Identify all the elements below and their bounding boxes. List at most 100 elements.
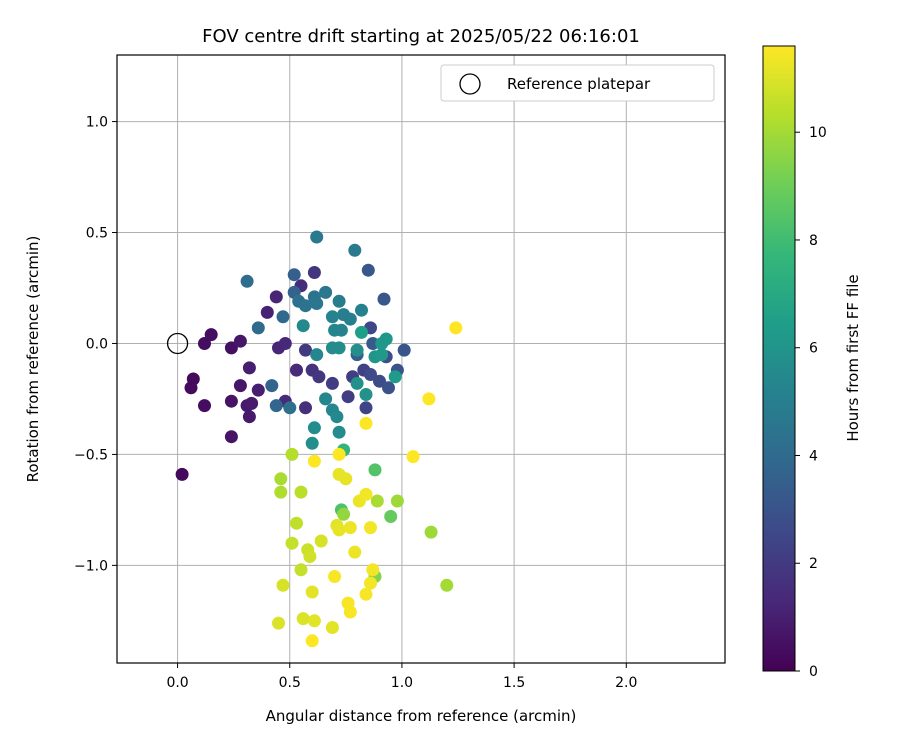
data-point: [287, 268, 301, 282]
data-point: [269, 290, 283, 304]
x-axis-label: Angular distance from reference (arcmin): [266, 707, 577, 725]
data-point: [373, 374, 386, 388]
data-point: [397, 343, 411, 357]
legend-box: [440, 64, 715, 102]
data-point: [303, 550, 317, 563]
data-point: [285, 536, 299, 550]
colorbar: 0 2 4 6 8 10 Hours from first FF file: [762, 45, 862, 680]
data-point: [312, 370, 326, 384]
data-point: [366, 337, 380, 350]
data-point: [240, 274, 254, 288]
data-point: [359, 401, 373, 415]
data-point: [440, 578, 454, 592]
data-point: [332, 341, 346, 355]
data-point: [260, 305, 274, 319]
data-point: [307, 454, 321, 468]
data-point: [364, 576, 377, 590]
data-point: [294, 563, 308, 577]
data-point: [325, 310, 339, 324]
data-point: [224, 341, 238, 355]
data-point: [307, 266, 321, 279]
data-point: [332, 523, 346, 537]
data-point: [251, 383, 265, 397]
data-point: [348, 545, 362, 559]
grid: [117, 55, 725, 663]
x-tick-label: 0.0: [166, 675, 188, 691]
data-point: [175, 467, 189, 481]
data-point: [305, 634, 319, 648]
data-point: [233, 379, 247, 393]
data-point: [424, 525, 438, 539]
y-axis-ticks: −1.0 −0.5 0.0 0.5 1.0: [74, 115, 117, 574]
colorbar-tick-label: 0: [809, 664, 818, 680]
data-point: [319, 392, 333, 406]
data-point: [198, 399, 211, 413]
legend-label: Reference platepar: [507, 75, 651, 93]
data-point: [296, 319, 310, 333]
data-points: [175, 230, 463, 648]
data-point: [204, 328, 218, 342]
x-tick-label: 0.5: [279, 675, 301, 691]
x-tick-label: 2.0: [615, 675, 637, 691]
data-point: [359, 416, 373, 430]
data-point: [330, 410, 344, 424]
data-point: [305, 436, 319, 450]
data-point: [325, 376, 339, 390]
data-point: [310, 297, 324, 310]
data-point: [272, 616, 285, 630]
data-point: [224, 430, 238, 444]
data-point: [325, 621, 339, 634]
data-point: [307, 421, 321, 435]
data-point: [332, 294, 346, 308]
data-point: [348, 243, 362, 257]
data-point: [332, 447, 346, 461]
data-point: [269, 399, 283, 413]
data-point: [422, 392, 436, 406]
y-tick-label: 0.0: [86, 336, 108, 352]
colorbar-tick-label: 8: [809, 233, 818, 249]
colorbar-ticks: 0 2 4 6 8 10: [795, 125, 827, 680]
data-point: [375, 348, 389, 362]
colorbar-tick-label: 6: [809, 341, 818, 357]
data-point: [364, 368, 377, 381]
data-point: [339, 472, 353, 486]
data-point: [364, 521, 377, 535]
legend-marker-icon: [459, 73, 481, 95]
data-point: [388, 370, 402, 384]
data-point: [278, 337, 292, 350]
y-tick-label: −1.0: [74, 558, 108, 574]
data-point: [299, 401, 312, 415]
data-point: [299, 299, 312, 313]
colorbar-tick-label: 4: [809, 448, 818, 464]
data-point: [366, 563, 380, 577]
data-point: [310, 230, 324, 244]
data-point: [285, 447, 299, 461]
data-point: [310, 348, 324, 362]
data-point: [359, 388, 373, 401]
data-point: [355, 325, 368, 339]
data-point: [242, 410, 256, 424]
data-point: [242, 361, 256, 375]
colorbar-tick-label: 2: [809, 556, 818, 572]
y-tick-label: 1.0: [86, 115, 108, 131]
y-axis-label: Rotation from reference (arcmin): [24, 236, 42, 483]
data-point: [359, 487, 373, 501]
data-point: [307, 614, 321, 628]
data-point: [361, 263, 375, 277]
data-point: [328, 323, 342, 337]
x-tick-label: 1.5: [503, 675, 525, 691]
data-point: [276, 310, 290, 324]
data-point: [350, 343, 364, 357]
data-point: [343, 521, 357, 535]
data-point: [384, 510, 398, 523]
data-point: [341, 390, 355, 404]
data-point: [368, 463, 382, 477]
data-point: [355, 303, 368, 317]
data-point: [343, 605, 357, 619]
data-point: [390, 494, 404, 508]
data-point: [406, 450, 420, 464]
data-point: [337, 507, 351, 521]
colorbar-label: Hours from first FF file: [844, 274, 862, 441]
data-point: [274, 472, 288, 486]
data-point: [449, 321, 463, 335]
